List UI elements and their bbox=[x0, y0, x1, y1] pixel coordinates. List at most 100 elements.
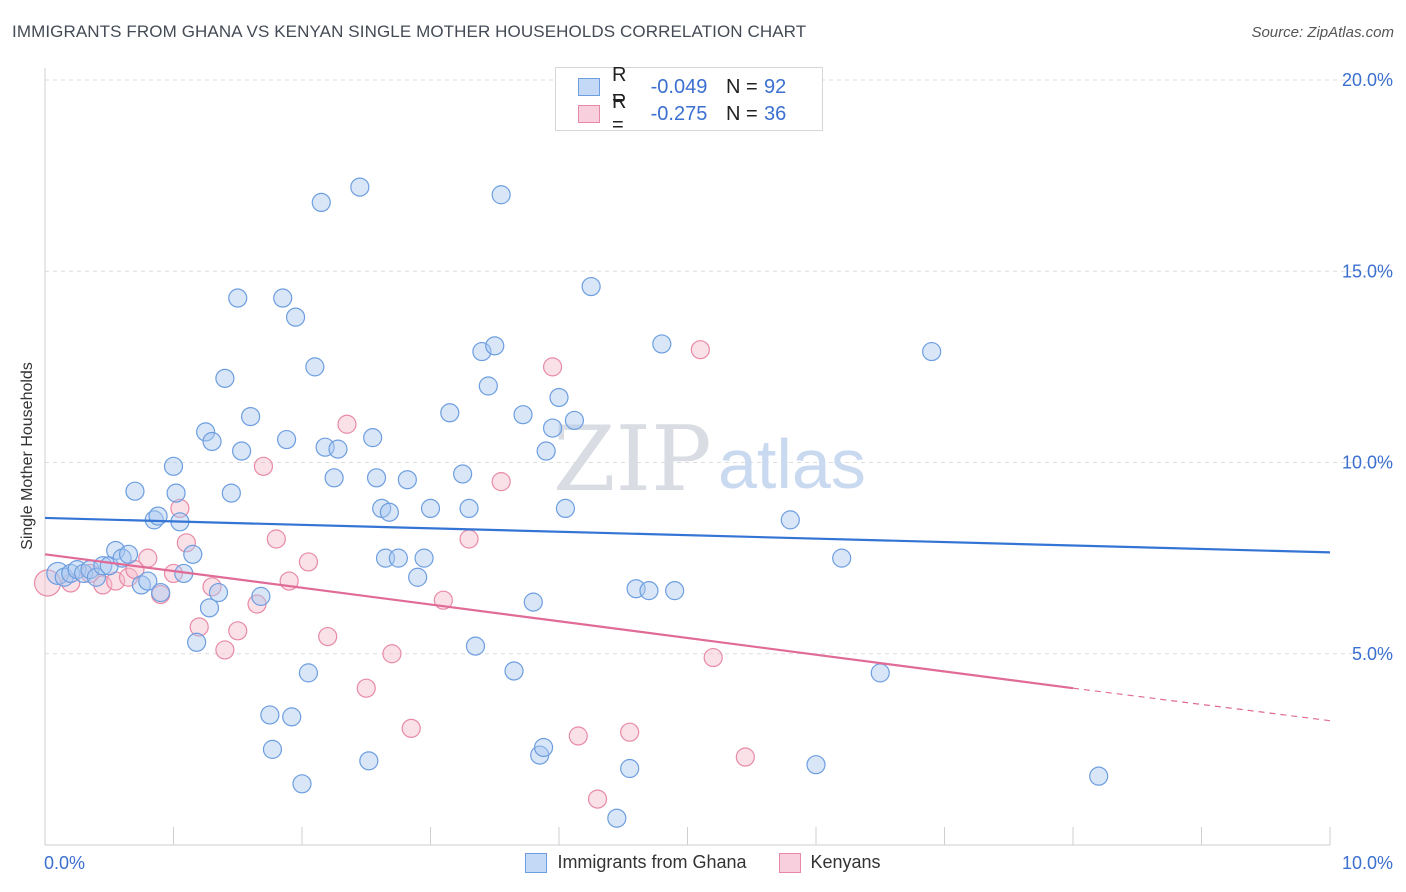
kenyans-point bbox=[189, 617, 209, 637]
ghana-point bbox=[138, 571, 158, 591]
n-label: N = bbox=[726, 75, 758, 98]
ghana-point bbox=[533, 737, 554, 758]
kenyans-legend-swatch bbox=[778, 852, 801, 873]
kenyans-point bbox=[176, 533, 196, 553]
series-legend: Immigrants from Ghana Kenyans bbox=[0, 852, 1406, 873]
ghana-point bbox=[780, 510, 800, 530]
kenyans-point bbox=[93, 575, 113, 595]
gridlines bbox=[45, 79, 1390, 655]
ghana-point bbox=[251, 586, 271, 606]
kenyans-point bbox=[253, 456, 274, 476]
y-tick-label: 15.0% bbox=[1342, 261, 1393, 281]
ghana-point bbox=[285, 307, 306, 327]
chart-title: IMMIGRANTS FROM GHANA VS KENYAN SINGLE M… bbox=[12, 22, 807, 41]
ghana-point bbox=[228, 288, 248, 308]
ghana-point bbox=[536, 441, 556, 461]
kenyans-point bbox=[356, 678, 376, 698]
stats-legend-row-kenyans: R = -0.275 N = 36 bbox=[578, 91, 787, 136]
ghana-point bbox=[408, 567, 428, 587]
ghana-point bbox=[183, 544, 203, 564]
legend-item-ghana: Immigrants from Ghana bbox=[525, 852, 747, 873]
ghana-point bbox=[166, 483, 186, 503]
ghana-point bbox=[542, 418, 563, 438]
ghana-point bbox=[292, 774, 312, 794]
kenyans-point bbox=[703, 647, 723, 668]
ghana-point bbox=[262, 739, 283, 759]
ghana-point bbox=[151, 582, 171, 603]
ghana-legend-swatch bbox=[525, 852, 548, 873]
kenyans-point bbox=[318, 626, 338, 647]
kenyans-point bbox=[163, 563, 184, 584]
kenyans-point bbox=[568, 726, 588, 746]
tick-labels: 5.0% 10.0% 15.0% 20.0% 0.0% 10.0% bbox=[44, 70, 1393, 873]
x-tick-label: 0.0% bbox=[44, 853, 85, 873]
ghana-point bbox=[453, 464, 473, 484]
ghana-point bbox=[478, 376, 498, 396]
kenyans-point bbox=[542, 357, 563, 377]
ghana-point bbox=[86, 567, 107, 587]
trend-lines bbox=[44, 516, 1331, 722]
ghana-point bbox=[106, 540, 126, 561]
ghana-point bbox=[549, 387, 569, 408]
y-tick-label: 5.0% bbox=[1352, 644, 1393, 664]
n-value: 36 bbox=[764, 102, 787, 125]
ghana-point bbox=[163, 456, 184, 476]
ghana-point bbox=[922, 341, 942, 362]
ghana-point bbox=[440, 403, 460, 423]
ghana-point bbox=[491, 185, 511, 205]
ghana-point bbox=[806, 755, 826, 775]
ghana-point bbox=[465, 636, 486, 656]
kenyans-point bbox=[228, 621, 248, 641]
ghana-point bbox=[202, 431, 222, 452]
kenyans-point bbox=[298, 552, 319, 572]
ghana-point bbox=[832, 548, 852, 568]
kenyans-point bbox=[337, 414, 357, 434]
r-label: R = bbox=[612, 91, 627, 136]
kenyans-trend-extension bbox=[1072, 687, 1331, 722]
kenyans-points bbox=[33, 340, 755, 809]
ghana-point bbox=[148, 506, 168, 526]
ghana-point bbox=[215, 368, 235, 388]
ghana-point bbox=[350, 177, 370, 197]
kenyans-point bbox=[170, 498, 190, 518]
kenyans-trend-line bbox=[44, 553, 1074, 690]
ghana-point bbox=[388, 548, 408, 568]
ghana-point bbox=[459, 498, 479, 518]
ghana-point bbox=[555, 498, 576, 518]
stats-legend-row-ghana: R = -0.049 N = 92 bbox=[578, 64, 787, 109]
ghana-point bbox=[196, 422, 216, 442]
r-value: -0.049 bbox=[650, 75, 708, 98]
ghana-point bbox=[199, 598, 220, 618]
legend-label-kenyans: Kenyans bbox=[810, 852, 881, 872]
ghana-point bbox=[276, 429, 297, 450]
ghana-point bbox=[232, 441, 252, 461]
r-value: -0.275 bbox=[650, 102, 708, 125]
ghana-point bbox=[870, 663, 890, 683]
kenyans-point bbox=[459, 529, 479, 549]
ghana-point bbox=[414, 548, 434, 568]
ghana-point bbox=[241, 407, 261, 427]
ghana-point bbox=[513, 405, 533, 425]
ghana-point bbox=[420, 498, 441, 518]
ghana-point bbox=[187, 632, 207, 652]
y-tick-label: 10.0% bbox=[1342, 453, 1393, 473]
legend-label-ghana: Immigrants from Ghana bbox=[557, 852, 747, 872]
n-value: 92 bbox=[764, 75, 787, 98]
r-label: R = bbox=[612, 64, 627, 109]
ghana-point bbox=[118, 544, 139, 564]
ghana-point bbox=[639, 581, 659, 601]
kenyans-point bbox=[587, 789, 608, 809]
ghana-point bbox=[305, 357, 325, 377]
kenyans-point bbox=[401, 718, 421, 738]
kenyans-swatch bbox=[578, 105, 600, 123]
ghana-trend-line bbox=[44, 516, 1331, 554]
ghana-point bbox=[581, 276, 601, 297]
ghana-point bbox=[311, 192, 331, 212]
kenyans-point bbox=[690, 340, 710, 360]
watermark-zip: ZIP bbox=[553, 407, 712, 512]
ghana-point bbox=[363, 428, 383, 448]
kenyans-point bbox=[266, 529, 286, 549]
source-credit: Source: ZipAtlas.com bbox=[1251, 24, 1394, 41]
ghana-point bbox=[665, 581, 685, 601]
n-label: N = bbox=[726, 102, 758, 125]
